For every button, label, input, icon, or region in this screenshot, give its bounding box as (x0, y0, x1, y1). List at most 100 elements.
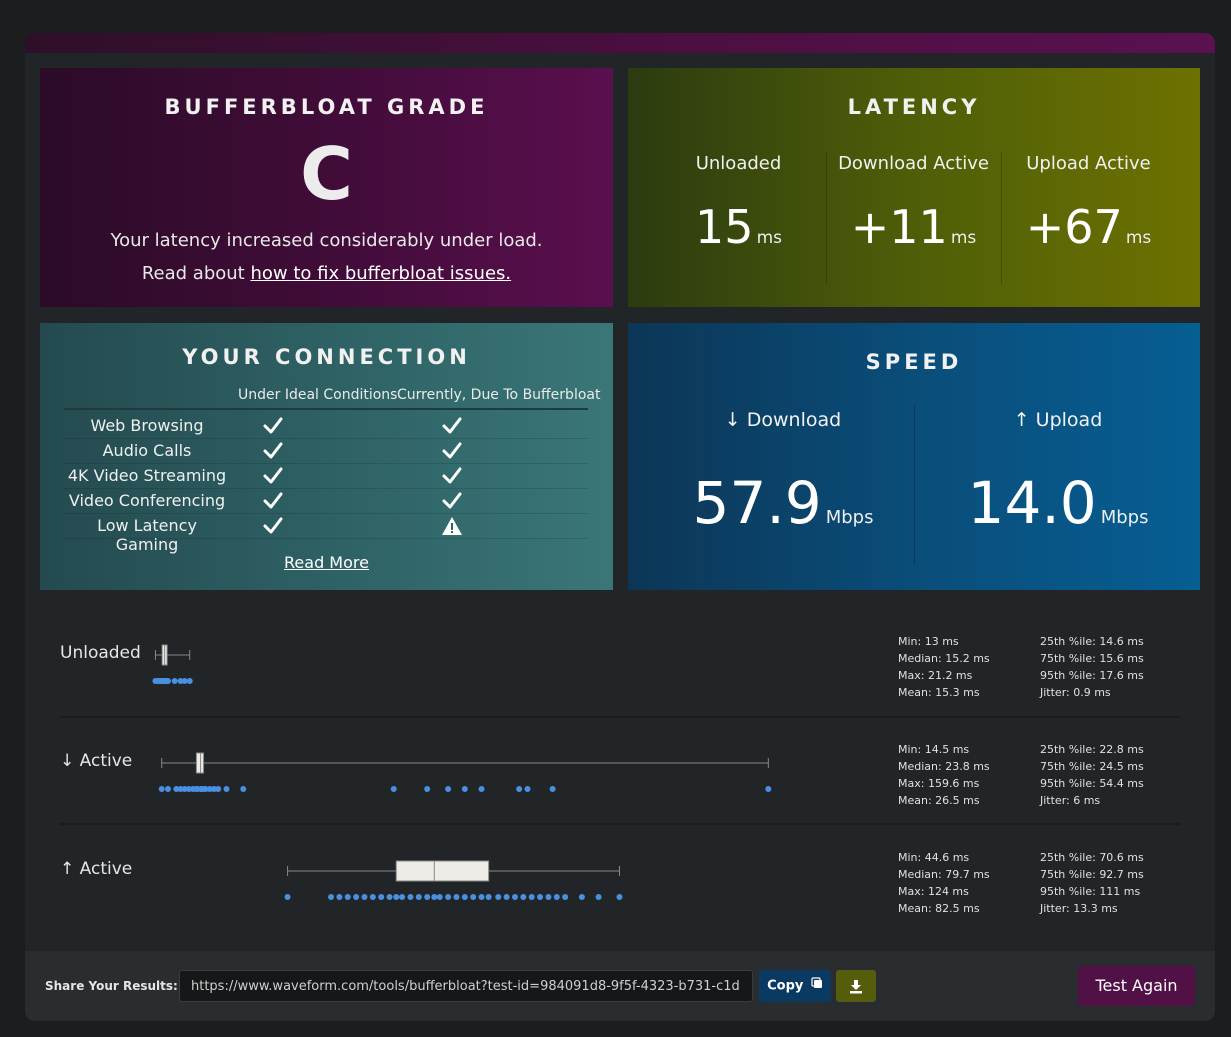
sample-dot (470, 894, 477, 900)
current-conditions-header: Currently, Due To Bufferbloat (397, 387, 601, 403)
copy-button[interactable]: Copy (759, 970, 831, 1002)
stats-right: 25th %ile: 14.6 ms 75th %ile: 15.6 ms 95th… (1040, 633, 1144, 701)
stat-value: Min: 13 ms (898, 635, 959, 648)
sample-dot (173, 786, 180, 792)
speed-title: SPEED (865, 350, 963, 374)
latency-title: LATENCY (847, 95, 981, 119)
stat-value: Min: 14.5 ms (898, 743, 970, 756)
sample-dot (616, 894, 623, 900)
copy-icon (811, 970, 823, 1002)
stat-value: 95th %ile: 17.6 ms (1040, 669, 1144, 682)
sample-dot (171, 678, 178, 684)
box-plot (152, 644, 193, 684)
sample-dot (164, 786, 171, 792)
stat-value: 25th %ile: 22.8 ms (1040, 743, 1144, 756)
connection-row-label: 4K Video Streaming (67, 466, 227, 485)
sample-dot (478, 786, 485, 792)
stat-value: 95th %ile: 54.4 ms (1040, 777, 1144, 790)
latency-upload-value: +67 (1025, 200, 1123, 254)
latency-upload-label: Upload Active (1026, 153, 1151, 174)
your-connection-card: YOUR CONNECTION Under Ideal Conditions C… (40, 323, 613, 590)
sample-dot (328, 894, 335, 900)
check-icon (262, 491, 284, 511)
speed-unit: Mbps (1100, 507, 1149, 528)
download-results-button[interactable] (836, 970, 876, 1002)
top-accent-bar (25, 33, 1215, 53)
check-icon (262, 416, 284, 436)
sample-dot (399, 894, 406, 900)
latency-download-value: +11 (850, 200, 948, 254)
connection-row: Web Browsing (64, 413, 588, 439)
sample-dot (495, 894, 502, 900)
sample-dot (177, 678, 184, 684)
sample-dot (562, 894, 569, 900)
sample-dot (461, 894, 468, 900)
latency-download-label: Download Active (838, 153, 989, 174)
sample-dot (445, 786, 452, 792)
sample-dot (284, 894, 291, 900)
sample-dot (181, 678, 188, 684)
distribution-label: ↓ Active (60, 751, 133, 771)
sample-dot (240, 786, 247, 792)
sample-dot (344, 894, 351, 900)
connection-row: Low Latency Gaming (64, 513, 588, 554)
sample-dot (369, 894, 376, 900)
stat-value: Mean: 82.5 ms (898, 902, 980, 915)
stat-value: Median: 23.8 ms (898, 760, 990, 773)
stat-value: 75th %ile: 24.5 ms (1040, 760, 1144, 773)
warning-icon (441, 516, 463, 536)
download-icon (849, 979, 863, 998)
read-more-link[interactable]: Read More (284, 553, 369, 572)
sample-dot (595, 894, 602, 900)
sample-dot (177, 786, 184, 792)
latency-unloaded: Unloaded 15 ms (651, 153, 826, 254)
latency-upload-active: Upload Active +67 ms (1001, 153, 1176, 254)
sample-dot (424, 786, 431, 792)
read-about-prefix: Read about (141, 263, 251, 284)
stat-value: Median: 15.2 ms (898, 652, 990, 665)
sample-dot (436, 894, 443, 900)
sample-dot (461, 786, 468, 792)
check-icon (262, 466, 284, 486)
sample-dot (210, 786, 217, 792)
sample-dot (390, 786, 397, 792)
test-again-button[interactable]: Test Again (1078, 966, 1195, 1006)
check-icon (441, 416, 463, 436)
sample-dot (524, 786, 531, 792)
sample-dot (528, 894, 535, 900)
stat-value: 95th %ile: 111 ms (1040, 885, 1141, 898)
header-divider (64, 408, 588, 410)
sample-dot (424, 894, 431, 900)
fix-bufferbloat-link[interactable]: how to fix bufferbloat issues. (250, 263, 512, 284)
stats-separator (60, 716, 1180, 718)
sample-dot (545, 894, 552, 900)
check-icon (441, 441, 463, 461)
sample-dot (765, 786, 772, 792)
ideal-conditions-header: Under Ideal Conditions (238, 387, 398, 403)
latency-download-active: Download Active +11 ms (826, 153, 1001, 254)
grade-letter: C (300, 132, 353, 216)
speed-card: SPEED ↓ Download 57.9 Mbps ↑ Upload 14.0 M… (628, 323, 1200, 590)
sample-dot (485, 894, 492, 900)
latency-unit: ms (950, 228, 977, 248)
sample-dot (511, 894, 518, 900)
latency-divider (1001, 152, 1002, 284)
sample-dot (431, 894, 438, 900)
share-url-input[interactable] (179, 970, 753, 1002)
stats-left: Min: 14.5 ms Median: 23.8 ms Max: 159.6 ms… (898, 741, 990, 809)
connection-row-label: Video Conferencing (68, 491, 226, 510)
connection-row: 4K Video Streaming (64, 463, 588, 489)
stat-value: 25th %ile: 14.6 ms (1040, 635, 1144, 648)
speed-divider (914, 405, 915, 565)
stat-value: Max: 21.2 ms (898, 669, 973, 682)
stat-value: Max: 124 ms (898, 885, 969, 898)
sample-dot (353, 894, 360, 900)
grade-description: Your latency increased considerably unde… (110, 230, 543, 251)
sample-dot (445, 894, 452, 900)
connection-title: YOUR CONNECTION (182, 345, 471, 369)
stat-value: Max: 159.6 ms (898, 777, 980, 790)
sample-dot (520, 894, 527, 900)
upload-speed: ↑ Upload 14.0 Mbps (928, 409, 1188, 537)
stats-separator (60, 823, 1180, 825)
stats-left: Min: 44.6 ms Median: 79.7 ms Max: 124 ms Me… (898, 849, 990, 917)
